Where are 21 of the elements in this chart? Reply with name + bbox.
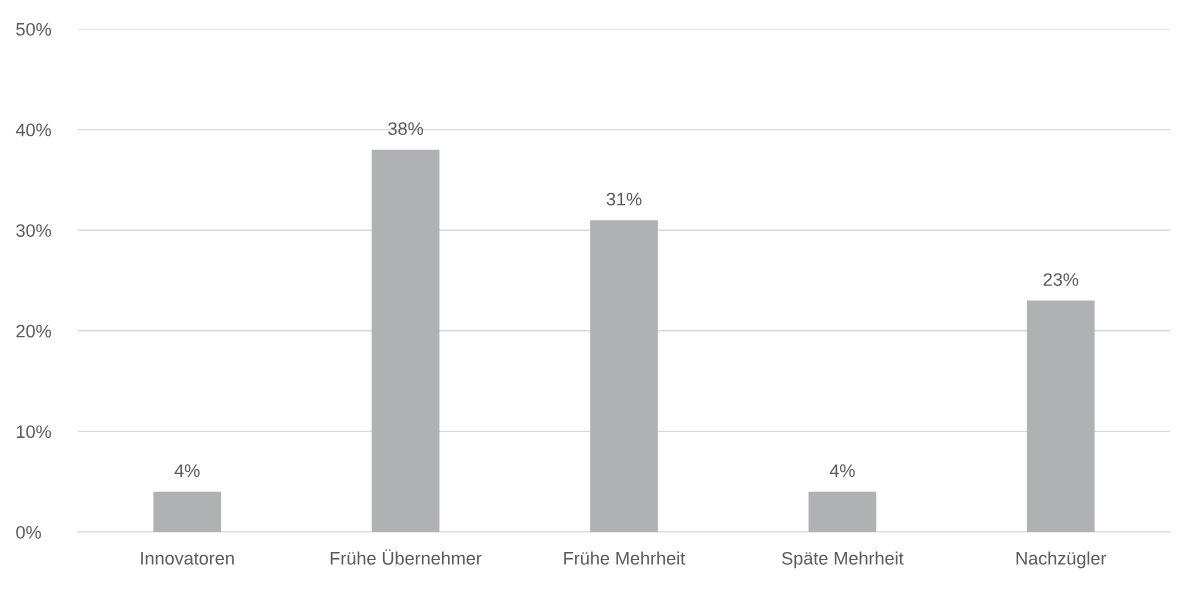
x-tick-label: Frühe Mehrheit — [564, 551, 686, 565]
y-tick-label: 30% — [16, 224, 51, 237]
y-tick-label: 0% — [16, 525, 41, 539]
y-tick-label: 40% — [15, 123, 51, 137]
bar — [1026, 300, 1095, 532]
data-label: 31% — [606, 192, 642, 206]
data-label: 4% — [174, 464, 200, 478]
y-tick-label: 20% — [16, 324, 51, 338]
y-tick-label: 50% — [16, 22, 51, 36]
x-tick-label: Frühe Übernehmer — [330, 549, 482, 565]
bar — [590, 220, 658, 532]
x-tick-label: Innovatoren — [141, 552, 234, 565]
bar — [153, 491, 222, 532]
x-tick-label: Nachzügler — [1016, 551, 1107, 569]
bar — [371, 149, 440, 532]
data-label: 4% — [829, 464, 855, 478]
data-label: 23% — [1043, 273, 1079, 286]
x-tick-label: Späte Mehrheit — [782, 551, 904, 569]
bar — [808, 491, 877, 532]
y-tick-label: 10% — [16, 425, 51, 439]
data-label: 38% — [388, 122, 424, 136]
